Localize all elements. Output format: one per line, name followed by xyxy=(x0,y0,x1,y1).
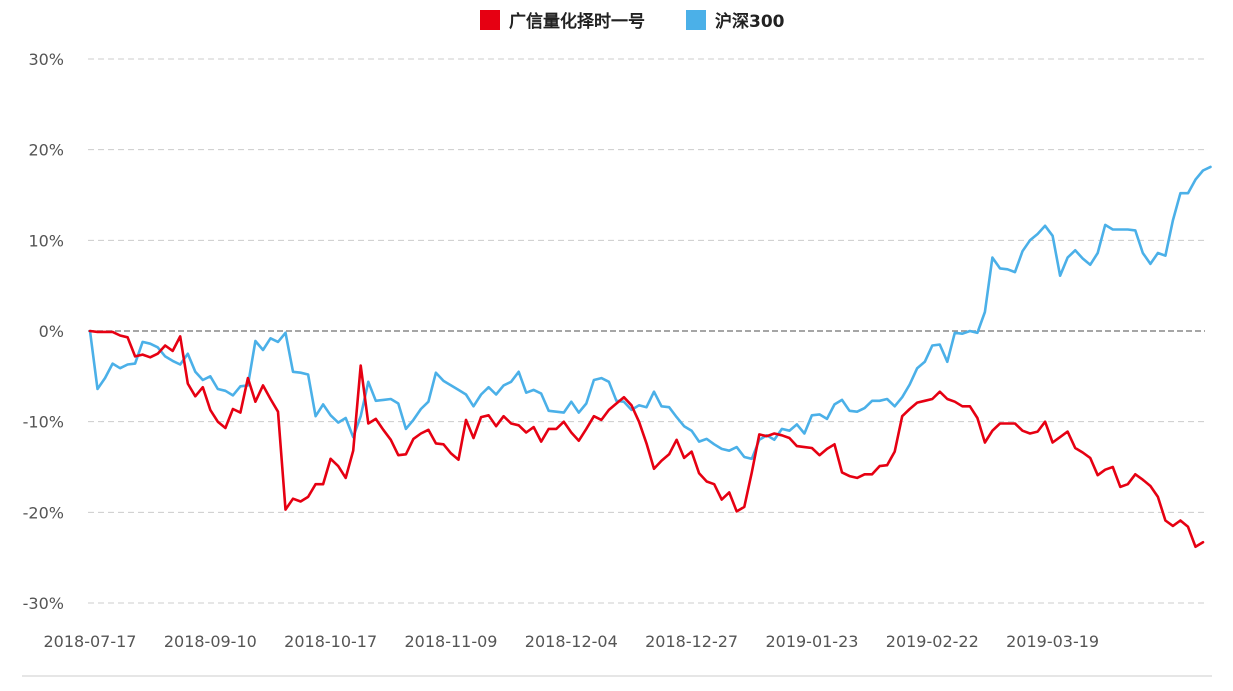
x-tick-label: 2018-07-17 xyxy=(44,632,137,651)
legend-swatch-series-2 xyxy=(686,10,706,30)
x-axis: 2018-07-17 2018-09-10 2018-10-17 2018-11-09… xyxy=(44,632,1100,651)
x-tick-label: 2018-09-10 xyxy=(164,632,257,651)
x-tick-label: 2019-02-22 xyxy=(886,632,979,651)
y-tick-label: 20% xyxy=(28,141,64,160)
y-tick-label: -20% xyxy=(23,503,64,522)
y-tick-label: 30% xyxy=(28,50,64,69)
y-tick-label: -10% xyxy=(23,413,64,432)
y-tick-label: 0% xyxy=(39,322,64,341)
y-tick-label: 10% xyxy=(28,231,64,250)
x-tick-label: 2018-11-09 xyxy=(404,632,497,651)
legend-label-series-1: 广信量化择时一号 xyxy=(509,11,645,32)
x-tick-label: 2019-03-19 xyxy=(1006,632,1099,651)
series-line-strategy xyxy=(88,329,1205,549)
series-layer xyxy=(88,165,1212,549)
y-tick-label: -30% xyxy=(23,594,64,613)
x-tick-label: 2018-10-17 xyxy=(284,632,377,651)
legend-item-series-2[interactable]: 沪深300 xyxy=(686,10,785,32)
x-tick-label: 2018-12-27 xyxy=(645,632,738,651)
legend: 广信量化择时一号 沪深300 xyxy=(480,10,785,32)
x-tick-label: 2018-12-04 xyxy=(525,632,618,651)
series-line-benchmark xyxy=(88,165,1212,461)
legend-swatch-series-1 xyxy=(480,10,500,30)
legend-item-series-1[interactable]: 广信量化择时一号 xyxy=(480,10,645,32)
legend-label-series-2: 沪深300 xyxy=(715,11,785,32)
x-tick-label: 2019-01-23 xyxy=(765,632,858,651)
grid xyxy=(88,58,1205,604)
y-axis: 30% 20% 10% 0% -10% -20% -30% xyxy=(23,50,64,613)
